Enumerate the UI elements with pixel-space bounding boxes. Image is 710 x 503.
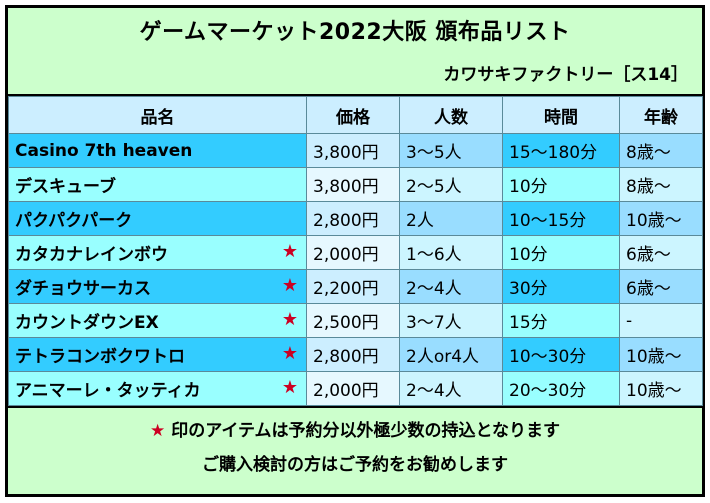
players-cell: 2人 — [399, 201, 503, 236]
price-cell: 2,000円 — [306, 235, 400, 270]
price-cell: 2,500円 — [306, 303, 400, 338]
time-cell: 10～30分 — [502, 337, 620, 372]
product-name: デスキューブ — [15, 177, 116, 197]
players-cell: 2～4人 — [399, 269, 503, 304]
age-cell: 10歳～ — [619, 337, 703, 372]
recommendation-note: ご購入検討の方はご予約をお勧めします — [202, 455, 508, 475]
time-cell: 10～15分 — [502, 201, 620, 236]
age-cell: 8歳～ — [619, 133, 703, 168]
product-name-cell: カタカナレインボウ ★ — [8, 235, 307, 270]
product-name: テトラコンボクワトロ — [15, 347, 185, 367]
product-name-cell: デスキューブ — [8, 167, 307, 202]
time-cell: 10分 — [502, 235, 620, 270]
price-cell: 2,800円 — [306, 337, 400, 372]
table-row: カウントダウンEX ★ 2,500円 3～7人 15分 - — [8, 303, 703, 338]
star-icon: ★ — [281, 343, 298, 364]
column-header-name: 品名 — [8, 96, 307, 134]
players-cell: 2～4人 — [399, 371, 503, 406]
players-cell: 1～6人 — [399, 235, 503, 270]
star-icon: ★ — [149, 421, 166, 441]
product-name-cell: ダチョウサーカス ★ — [8, 269, 307, 304]
star-icon: ★ — [281, 377, 298, 398]
star-icon: ★ — [281, 309, 298, 330]
table-row: ダチョウサーカス ★ 2,200円 2～4人 30分 6歳～ — [8, 269, 703, 304]
product-name: Casino 7th heaven — [15, 140, 193, 161]
publisher-label: カワサキファクトリー［ス14］ — [443, 65, 688, 85]
players-cell: 3～5人 — [399, 133, 503, 168]
players-cell: 2～5人 — [399, 167, 503, 202]
product-name: アニマーレ・タッティカ — [15, 381, 201, 401]
age-cell: 10歳～ — [619, 371, 703, 406]
product-name: カタカナレインボウ — [15, 245, 168, 265]
product-name: ダチョウサーカス — [15, 279, 151, 299]
players-cell: 3～7人 — [399, 303, 503, 338]
header: ゲームマーケット2022大阪 頒布品リスト カワサキファクトリー［ス14］ — [8, 8, 702, 96]
star-icon: ★ — [281, 241, 298, 262]
age-cell: 8歳～ — [619, 167, 703, 202]
table-row: デスキューブ 3,800円 2～5人 10分 8歳～ — [8, 167, 703, 202]
price-cell: 2,800円 — [306, 201, 400, 236]
product-name-cell: カウントダウンEX ★ — [8, 303, 307, 338]
product-name-cell: アニマーレ・タッティカ ★ — [8, 371, 307, 406]
time-cell: 15～180分 — [502, 133, 620, 168]
product-name-cell: パクパクパーク — [8, 201, 307, 236]
age-cell: 6歳～ — [619, 235, 703, 270]
page-title: ゲームマーケット2022大阪 頒布品リスト — [139, 20, 571, 45]
product-list-sheet: ゲームマーケット2022大阪 頒布品リスト カワサキファクトリー［ス14］ 品名… — [5, 5, 705, 497]
table-row: アニマーレ・タッティカ ★ 2,000円 2～4人 20～30分 10歳～ — [8, 371, 703, 406]
players-cell: 2人or4人 — [399, 337, 503, 372]
time-cell: 20～30分 — [502, 371, 620, 406]
table-row: パクパクパーク 2,800円 2人 10～15分 10歳～ — [8, 201, 703, 236]
age-cell: 10歳～ — [619, 201, 703, 236]
reservation-note: ★ 印のアイテムは予約分以外極少数の持込となります — [8, 416, 702, 441]
footer-notes: ★ 印のアイテムは予約分以外極少数の持込となります ご購入検討の方はご予約をお勧め… — [8, 406, 702, 484]
column-header-time: 時間 — [502, 96, 620, 134]
reservation-note-text: 印のアイテムは予約分以外極少数の持込となります — [171, 421, 561, 441]
column-header-price: 価格 — [306, 96, 400, 134]
price-cell: 2,200円 — [306, 269, 400, 304]
column-header-players: 人数 — [399, 96, 503, 134]
table-row: カタカナレインボウ ★ 2,000円 1～6人 10分 6歳～ — [8, 235, 703, 270]
age-cell: 6歳～ — [619, 269, 703, 304]
price-cell: 2,000円 — [306, 371, 400, 406]
table-row: テトラコンボクワトロ ★ 2,800円 2人or4人 10～30分 10歳～ — [8, 337, 703, 372]
table-row: Casino 7th heaven 3,800円 3～5人 15～180分 8歳… — [8, 133, 703, 168]
price-cell: 3,800円 — [306, 133, 400, 168]
price-cell: 3,800円 — [306, 167, 400, 202]
column-header-age: 年齢 — [619, 96, 703, 134]
product-name: カウントダウンEX — [15, 313, 159, 333]
age-cell: - — [619, 303, 703, 338]
table-header-row: 品名 価格 人数 時間 年齢 — [8, 96, 703, 134]
time-cell: 30分 — [502, 269, 620, 304]
product-table: 品名 価格 人数 時間 年齢 Casino 7th heaven 3,800円 … — [8, 96, 703, 406]
product-name-cell: テトラコンボクワトロ ★ — [8, 337, 307, 372]
time-cell: 10分 — [502, 167, 620, 202]
product-name-cell: Casino 7th heaven — [8, 133, 307, 168]
star-icon: ★ — [281, 275, 298, 296]
product-name: パクパクパーク — [15, 211, 133, 231]
time-cell: 15分 — [502, 303, 620, 338]
